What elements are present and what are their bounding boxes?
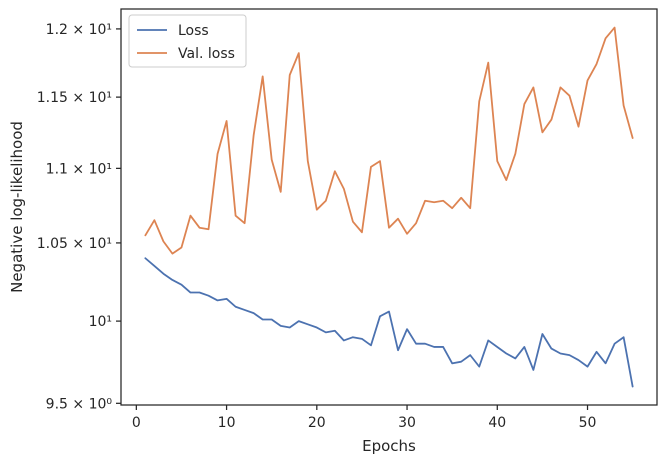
- y-tick-label: 1.2 × 10¹: [46, 22, 112, 38]
- x-tick-label: 40: [488, 415, 506, 431]
- legend-label-loss: Loss: [178, 23, 209, 39]
- legend-box: [128, 14, 247, 68]
- y-axis-ticks: 9.5 × 10⁰ 10¹ 1.05 × 10¹ 1.1 × 10¹ 1.15 × 10…: [37, 22, 121, 412]
- x-tick-label: 30: [398, 415, 416, 431]
- y-axis-label: Negative log-likelihood: [8, 121, 26, 293]
- x-tick-label: 10: [218, 415, 236, 431]
- plot-area: [121, 9, 657, 405]
- x-tick-label: 20: [308, 415, 326, 431]
- x-tick-label: 0: [132, 415, 141, 431]
- series-layer: [144, 26, 634, 388]
- y-tick-label: 9.5 × 10⁰: [46, 396, 113, 412]
- x-tick-label: 50: [579, 415, 597, 431]
- legend-label-val-loss: Val. loss: [178, 46, 235, 62]
- legend: Loss Val. loss: [128, 14, 247, 68]
- plot-frame: [120, 8, 658, 406]
- y-tick-label: 1.1 × 10¹: [46, 161, 112, 177]
- y-tick-label: 10¹: [89, 314, 112, 330]
- x-axis-ticks: 0 10 20 30 40 50: [132, 405, 597, 431]
- y-tick-label: 1.05 × 10¹: [37, 236, 112, 252]
- x-axis-label: Epochs: [362, 437, 416, 455]
- y-tick-label: 1.15 × 10¹: [37, 90, 112, 106]
